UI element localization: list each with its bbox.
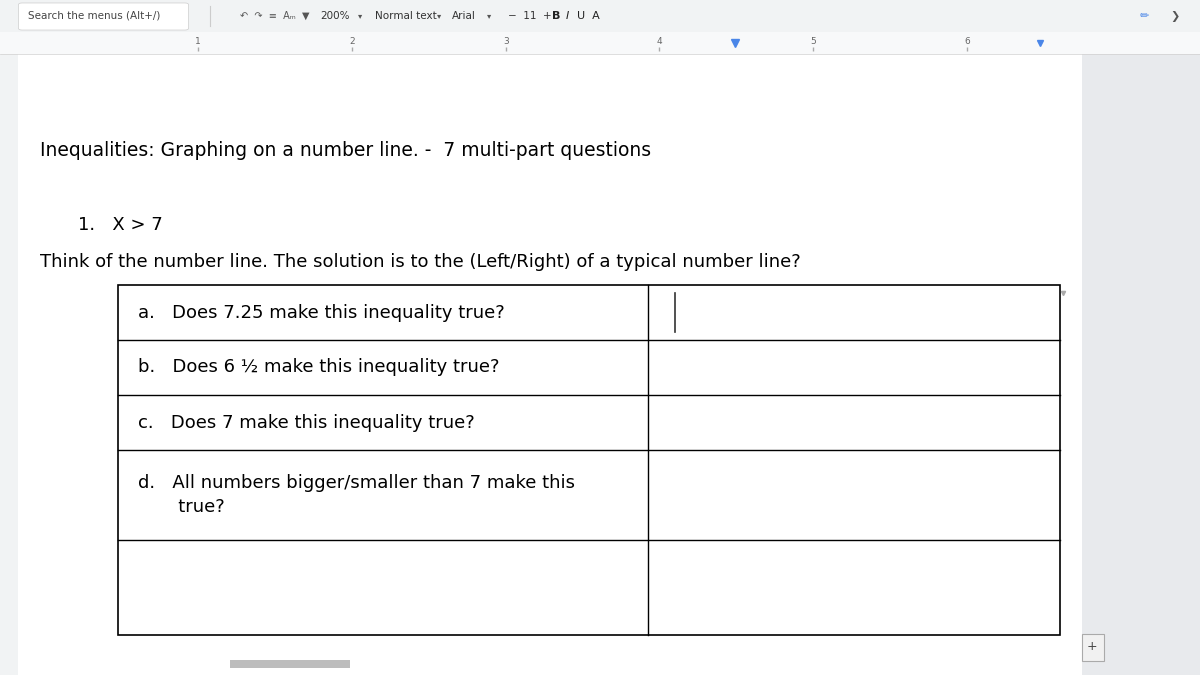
Text: ↶  ↷  ≡  Aₘ  ▼: ↶ ↷ ≡ Aₘ ▼ (240, 11, 310, 21)
Text: I: I (566, 11, 569, 21)
Text: 1.   X > 7: 1. X > 7 (78, 216, 163, 234)
Text: Arial: Arial (452, 11, 476, 21)
Text: Normal text: Normal text (374, 11, 437, 21)
Text: 3: 3 (503, 38, 509, 47)
Text: +: + (1087, 641, 1097, 653)
Text: ▾: ▾ (437, 11, 442, 20)
Text: 4: 4 (656, 38, 662, 47)
Text: ❯: ❯ (1170, 11, 1180, 22)
Bar (118, 285, 1060, 635)
Bar (1082, 634, 1104, 661)
Bar (1082, 54, 1200, 675)
Bar (0, 32, 1200, 54)
Bar (230, 660, 350, 668)
Text: 5: 5 (810, 38, 816, 47)
Text: Search the menus (Alt+/): Search the menus (Alt+/) (28, 11, 161, 21)
Text: ▾: ▾ (358, 11, 362, 20)
Text: ✏: ✏ (1140, 11, 1150, 21)
Bar (18, 54, 1082, 675)
Text: 2: 2 (349, 38, 355, 47)
Text: d.   All numbers bigger/smaller than 7 make this
       true?: d. All numbers bigger/smaller than 7 mak… (138, 473, 575, 516)
Text: B: B (552, 11, 560, 21)
Text: 6: 6 (964, 38, 970, 47)
Text: 200%: 200% (320, 11, 349, 21)
Text: U  A: U A (577, 11, 600, 21)
Text: a.   Does 7.25 make this inequality true?: a. Does 7.25 make this inequality true? (138, 304, 505, 321)
Text: c.   Does 7 make this inequality true?: c. Does 7 make this inequality true? (138, 414, 475, 431)
Bar (0, 0, 1200, 32)
Text: Think of the number line. The solution is to the (Left/Right) of a typical numbe: Think of the number line. The solution i… (40, 253, 800, 271)
Text: ▾: ▾ (487, 11, 491, 20)
FancyBboxPatch shape (18, 3, 188, 30)
Text: −  11  +: − 11 + (508, 11, 552, 21)
Text: b.   Does 6 ½ make this inequality true?: b. Does 6 ½ make this inequality true? (138, 358, 499, 377)
Text: Inequalities: Graphing on a number line. -  7 multi-part questions: Inequalities: Graphing on a number line.… (40, 140, 652, 159)
Text: 1: 1 (196, 38, 200, 47)
